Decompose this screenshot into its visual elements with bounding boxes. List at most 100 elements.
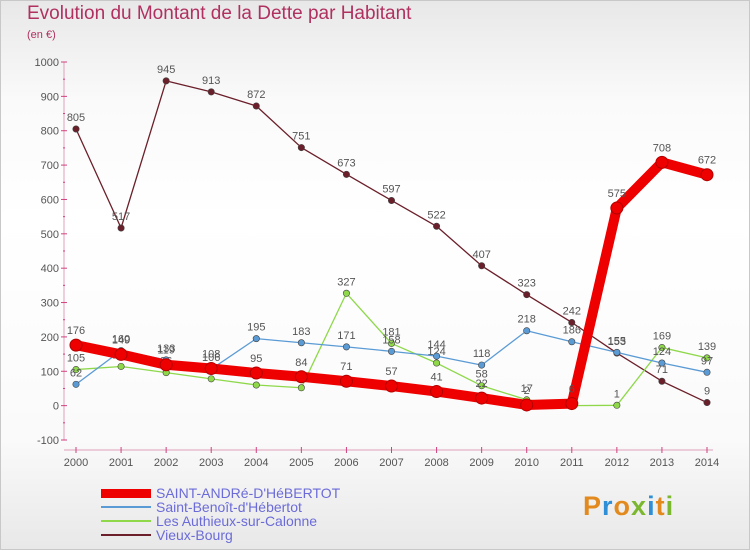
data-point xyxy=(385,379,398,393)
data-label: 186 xyxy=(563,325,581,337)
data-label: 133 xyxy=(157,343,175,355)
data-point xyxy=(478,262,486,270)
y-tick-label: -100 xyxy=(37,435,59,447)
data-label: 945 xyxy=(157,64,175,76)
x-tick-label: 2012 xyxy=(605,457,629,469)
logo-letter: P xyxy=(583,491,603,521)
data-label: 169 xyxy=(653,331,671,343)
logo-letter: t xyxy=(655,491,666,521)
data-label: 597 xyxy=(382,183,400,195)
data-point xyxy=(700,168,714,182)
data-point xyxy=(433,359,441,367)
data-label: 327 xyxy=(337,276,355,288)
data-label: 195 xyxy=(247,322,265,334)
data-label: 95 xyxy=(250,353,262,365)
data-label: 183 xyxy=(292,326,310,338)
logo-letter: o xyxy=(613,491,632,521)
data-label: 105 xyxy=(67,353,85,365)
data-point xyxy=(72,125,80,133)
data-label: 155 xyxy=(608,335,626,347)
data-label: 323 xyxy=(518,278,536,290)
data-point xyxy=(117,362,125,370)
proxiti-logo: Proxiti xyxy=(583,491,674,522)
y-tick-label: 900 xyxy=(41,91,59,103)
data-label: 118 xyxy=(473,348,491,360)
data-label: 108 xyxy=(202,349,220,361)
data-point xyxy=(207,88,215,96)
data-point xyxy=(297,144,305,152)
data-label: 1 xyxy=(614,388,620,400)
data-label: 144 xyxy=(427,339,445,351)
data-label: 158 xyxy=(382,334,400,346)
data-point xyxy=(658,344,666,352)
data-label: 160 xyxy=(112,334,130,346)
data-label: 58 xyxy=(476,369,488,381)
data-label: 153 xyxy=(608,336,626,348)
data-point xyxy=(72,380,80,388)
data-point xyxy=(658,377,666,385)
data-point xyxy=(252,335,260,343)
legend-item-saint-andre: SAINT-ANDRé-D'HéBERTOT xyxy=(101,485,341,501)
x-tick-label: 2006 xyxy=(334,457,358,469)
data-point xyxy=(475,391,489,405)
data-label: 6 xyxy=(569,384,575,396)
x-tick-label: 2005 xyxy=(289,457,313,469)
y-tick-label: 400 xyxy=(41,263,59,275)
data-point xyxy=(72,366,80,374)
data-point xyxy=(568,338,576,346)
data-label: 805 xyxy=(67,112,85,124)
data-label: 672 xyxy=(698,155,716,167)
legend-item-vieux-bourg: Vieux-Bourg xyxy=(101,527,340,543)
data-label: 181 xyxy=(382,326,400,338)
y-tick-label: 300 xyxy=(41,298,59,310)
data-point xyxy=(207,375,215,383)
legend-label-saint-andre: SAINT-ANDRé-D'HéBERTOT xyxy=(156,485,341,501)
data-label: 708 xyxy=(653,142,671,154)
data-point xyxy=(159,358,173,372)
data-point xyxy=(297,384,305,392)
x-tick-label: 2014 xyxy=(695,457,719,469)
legend-item-saint-benoit: Saint-Benoît-d'Hébertot xyxy=(101,499,340,515)
data-label: 522 xyxy=(427,209,445,221)
y-tick-label: 500 xyxy=(41,229,59,241)
data-point xyxy=(204,362,218,376)
chart-title: Evolution du Montant de la Dette par Hab… xyxy=(27,3,412,24)
data-label: 57 xyxy=(385,366,397,378)
x-tick-label: 2011 xyxy=(560,457,584,469)
data-label: 22 xyxy=(476,378,488,390)
data-label: 124 xyxy=(653,346,671,358)
legend-item-les-authieux: Les Authieux-sur-Calonne xyxy=(101,513,340,529)
legend-label-vieux-bourg: Vieux-Bourg xyxy=(156,527,233,543)
data-label: 2 xyxy=(524,385,530,397)
data-point xyxy=(568,318,576,326)
data-point xyxy=(520,398,534,412)
data-point xyxy=(249,366,263,380)
data-label: 9 xyxy=(704,386,710,398)
x-tick-label: 2003 xyxy=(199,457,223,469)
data-point xyxy=(433,352,441,360)
x-tick-label: 2013 xyxy=(650,457,674,469)
data-point xyxy=(478,361,486,369)
y-tick-label: 600 xyxy=(41,194,59,206)
data-point xyxy=(252,381,260,389)
data-point xyxy=(69,338,83,352)
data-label: 171 xyxy=(337,330,355,342)
data-point xyxy=(339,374,353,388)
data-point xyxy=(387,347,395,355)
data-point xyxy=(252,102,260,110)
data-point xyxy=(655,155,669,169)
data-point xyxy=(342,170,350,178)
logo-letter: r xyxy=(602,491,614,521)
data-point xyxy=(703,354,711,362)
x-tick-label: 2010 xyxy=(514,457,538,469)
data-point xyxy=(565,397,579,411)
data-point xyxy=(433,222,441,230)
data-point xyxy=(387,339,395,347)
x-tick-label: 2007 xyxy=(379,457,403,469)
data-label: 575 xyxy=(608,188,626,200)
data-label: 673 xyxy=(337,157,355,169)
data-label: 62 xyxy=(70,367,82,379)
data-label: 106 xyxy=(202,352,220,364)
data-label: 71 xyxy=(656,364,668,376)
